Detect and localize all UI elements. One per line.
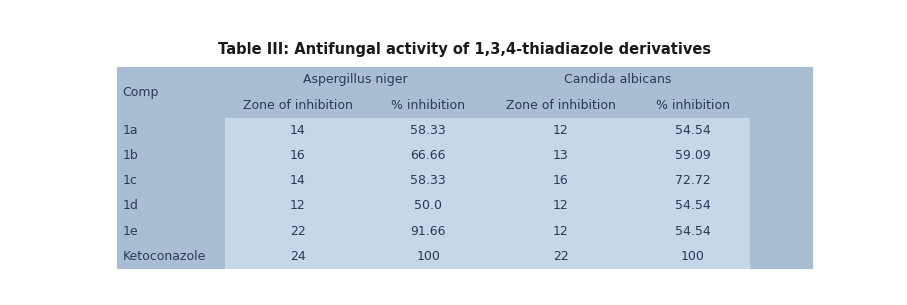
- Text: 12: 12: [552, 124, 569, 137]
- Text: 22: 22: [290, 225, 306, 238]
- Text: 59.09: 59.09: [675, 149, 710, 162]
- Text: 66.66: 66.66: [411, 149, 446, 162]
- Text: Comp: Comp: [122, 86, 159, 99]
- Bar: [225, 244, 750, 269]
- Text: 16: 16: [552, 174, 569, 187]
- Text: % inhibition: % inhibition: [391, 99, 465, 112]
- Bar: [225, 168, 750, 193]
- Text: 14: 14: [290, 124, 306, 137]
- Bar: [225, 219, 750, 244]
- Text: 1e: 1e: [122, 225, 138, 238]
- Text: 14: 14: [290, 174, 306, 187]
- Text: 24: 24: [290, 250, 306, 263]
- Text: 12: 12: [552, 199, 569, 213]
- Text: 12: 12: [290, 199, 306, 213]
- Text: 1d: 1d: [122, 199, 139, 213]
- Text: 22: 22: [552, 250, 569, 263]
- Text: 1c: 1c: [122, 174, 137, 187]
- Bar: [225, 118, 750, 143]
- Text: 91.66: 91.66: [411, 225, 446, 238]
- Text: % inhibition: % inhibition: [656, 99, 730, 112]
- Text: Table III: Antifungal activity of 1,3,4-thiadiazole derivatives: Table III: Antifungal activity of 1,3,4-…: [219, 42, 711, 57]
- Text: 54.54: 54.54: [675, 124, 710, 137]
- Bar: [117, 67, 813, 269]
- Bar: [225, 193, 750, 219]
- Text: 50.0: 50.0: [414, 199, 443, 213]
- Text: 100: 100: [416, 250, 440, 263]
- Text: 1a: 1a: [122, 124, 138, 137]
- Text: 100: 100: [681, 250, 705, 263]
- Text: 1b: 1b: [122, 149, 138, 162]
- Text: 16: 16: [290, 149, 306, 162]
- Text: Ketoconazole: Ketoconazole: [122, 250, 206, 263]
- Text: 72.72: 72.72: [675, 174, 710, 187]
- Text: Aspergillus niger: Aspergillus niger: [303, 73, 407, 86]
- Text: Zone of inhibition: Zone of inhibition: [243, 99, 353, 112]
- Bar: [225, 143, 750, 168]
- Text: 54.54: 54.54: [675, 225, 710, 238]
- Text: 58.33: 58.33: [411, 174, 446, 187]
- Text: Zone of inhibition: Zone of inhibition: [505, 99, 616, 112]
- Text: 12: 12: [552, 225, 569, 238]
- Text: 13: 13: [552, 149, 569, 162]
- Text: 54.54: 54.54: [675, 199, 710, 213]
- Text: 58.33: 58.33: [411, 124, 446, 137]
- Text: Candida albicans: Candida albicans: [564, 73, 671, 86]
